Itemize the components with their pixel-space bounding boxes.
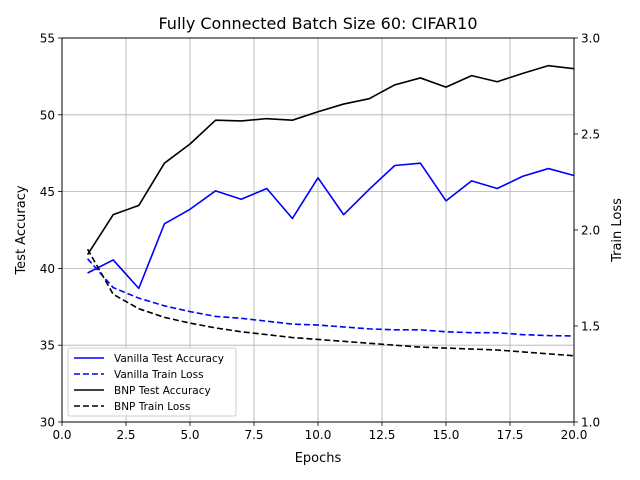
x-tick-label: 5.0: [180, 428, 199, 442]
x-tick-label: 2.5: [116, 428, 135, 442]
x-axis-label: Epochs: [295, 451, 342, 466]
x-tick-label: 10.0: [305, 428, 332, 442]
right-y-tick-label: 2.5: [581, 128, 600, 142]
left-y-tick-label: 40: [40, 262, 55, 276]
x-axis-ticks: 0.0 2.5 5.0 7.5 10.0 12.5 15.0 17.5 20.0: [52, 422, 587, 442]
bnp-train-loss-line: [86, 248, 575, 357]
legend: Vanilla Test Accuracy Vanilla Train Loss B…: [67, 347, 237, 417]
left-y-tick-label: 45: [40, 185, 55, 199]
bnp-test-accuracy-line: [86, 64, 575, 256]
right-y-axis-label: Train Loss: [610, 198, 625, 263]
left-y-axis-ticks: 30 35 40 45 50 55: [40, 32, 62, 430]
x-tick-label: 12.5: [369, 428, 396, 442]
left-y-tick-label: 50: [40, 108, 55, 122]
x-tick-label: 7.5: [244, 428, 263, 442]
legend-label-vanilla-test-accuracy: Vanilla Test Accuracy: [114, 353, 224, 365]
left-y-tick-label: 30: [40, 416, 55, 430]
x-tick-label: 15.0: [433, 428, 460, 442]
legend-label-bnp-train-loss: BNP Train Loss: [114, 401, 190, 413]
right-y-axis-ticks: 1.0 1.5 2.0 2.5 3.0: [574, 32, 600, 430]
right-y-tick-label: 1.0: [581, 416, 600, 430]
left-y-tick-label: 35: [40, 339, 55, 353]
legend-entries: Vanilla Test Accuracy Vanilla Train Loss B…: [74, 353, 224, 413]
vanilla-train-loss-line: [87, 258, 575, 337]
right-y-tick-label: 3.0: [581, 32, 600, 46]
vanilla-test-accuracy-line: [87, 162, 575, 290]
right-y-tick-label: 1.5: [581, 320, 600, 334]
legend-label-vanilla-train-loss: Vanilla Train Loss: [114, 369, 204, 381]
legend-box: [67, 347, 237, 417]
legend-label-bnp-test-accuracy: BNP Test Accuracy: [114, 385, 211, 397]
left-y-axis-label: Test Accuracy: [14, 185, 29, 275]
right-y-tick-label: 2.0: [581, 224, 600, 238]
x-tick-label: 17.5: [497, 428, 524, 442]
left-y-tick-label: 55: [40, 32, 55, 46]
chart-title: Fully Connected Batch Size 60: CIFAR10: [158, 14, 477, 33]
x-tick-label: 0.0: [52, 428, 71, 442]
x-tick-label: 20.0: [561, 428, 588, 442]
plot-series: [86, 64, 575, 357]
